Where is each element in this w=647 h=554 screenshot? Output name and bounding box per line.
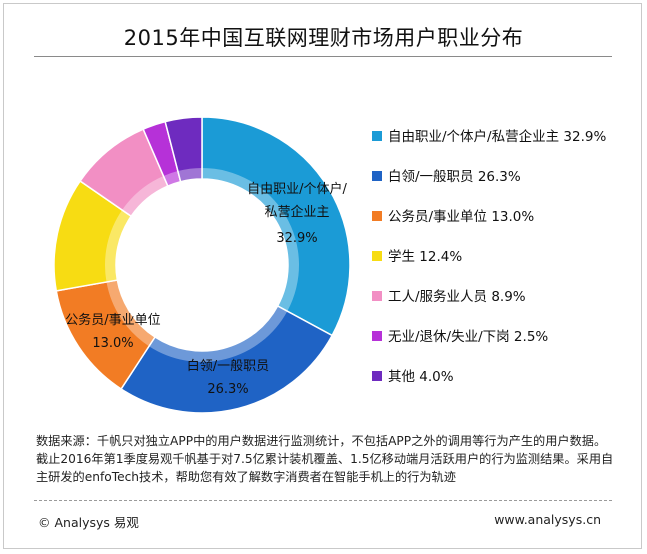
slice-label-civil-servant: 公务员/事业单位 [65, 312, 160, 328]
slice-label-self-employed-line2: 私营企业主 [264, 204, 329, 220]
website-link[interactable]: www.analysys.cn [494, 512, 601, 527]
legend-label-self-employed: 自由职业/个体户/私营企业主 32.9% [388, 129, 607, 145]
legend-swatch-worker [372, 291, 382, 301]
legend-label-student: 学生 12.4% [388, 249, 463, 265]
legend-swatch-other [372, 371, 382, 381]
legend-swatch-self-employed [372, 131, 382, 141]
legend-label-civil-servant: 公务员/事业单位 13.0% [388, 209, 535, 225]
slice-label-white-collar: 白领/一般职员 [187, 358, 269, 374]
legend-item-civil-servant: 公务员/事业单位 13.0% [372, 210, 642, 242]
legend-label-worker: 工人/服务业人员 8.9% [388, 289, 526, 305]
slice-other [164, 116, 203, 183]
slice-label-self-employed-line1: 自由职业/个体户/ [247, 181, 347, 197]
footer-divider [34, 500, 612, 501]
legend-swatch-civil-servant [372, 211, 382, 221]
slice-band-unemployed [163, 171, 181, 187]
slice-label-white-collar-pct: 26.3% [207, 382, 248, 397]
legend-item-student: 学生 12.4% [372, 250, 642, 282]
chart-title: 2015年中国互联网理财市场用户职业分布 [123, 26, 524, 50]
legend-item-other: 其他 4.0% [372, 370, 642, 402]
legend-swatch-unemployed [372, 331, 382, 341]
donut-slices [53, 116, 351, 414]
legend-swatch-student [372, 251, 382, 261]
donut-hole [117, 180, 287, 350]
slice-band-self-employed [202, 168, 299, 312]
slice-self-employed [201, 116, 351, 337]
legend-swatch-white-collar [372, 171, 382, 181]
slice-band-student [105, 209, 132, 282]
legend-label-other: 其他 4.0% [388, 369, 454, 385]
legend-label-white-collar: 白领/一般职员 26.3% [388, 169, 521, 185]
legend-label-unemployed: 无业/退休/失业/下岗 2.5% [388, 329, 549, 345]
slice-band-civil-servant [106, 280, 156, 347]
legend-item-self-employed: 自由职业/个体户/私营企业主 32.9% [372, 130, 642, 162]
slice-label-civil-servant-pct: 13.0% [92, 336, 133, 351]
slice-band-white-collar [148, 305, 288, 363]
slice-band-worker [122, 175, 168, 217]
copyright-text: © Analysys 易观 [38, 515, 139, 530]
legend-item-worker: 工人/服务业人员 8.9% [372, 290, 642, 322]
data-source-note: 数据来源：千帆只对独立APP中的用户数据进行监测统计，不包括APP之外的调用等行… [36, 434, 614, 484]
slice-white-collar [120, 304, 334, 414]
slice-band-other [177, 168, 202, 182]
title-divider [34, 56, 612, 57]
legend-item-white-collar: 白领/一般职员 26.3% [372, 170, 642, 202]
legend-item-unemployed: 无业/退休/失业/下岗 2.5% [372, 330, 642, 362]
chart-legend: 自由职业/个体户/私营企业主 32.9% 白领/一般职员 26.3% 公务员/事… [372, 130, 642, 410]
slice-label-self-employed-pct: 32.9% [276, 231, 317, 246]
